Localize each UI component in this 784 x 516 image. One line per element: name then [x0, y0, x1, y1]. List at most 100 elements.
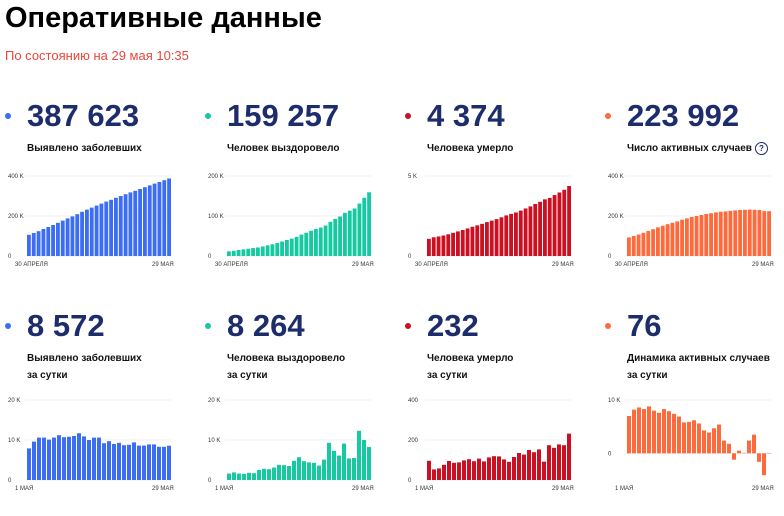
- chart-bar: [52, 437, 56, 480]
- chart-bar: [104, 201, 109, 256]
- chart-bar: [62, 437, 66, 480]
- x-end-label: 29 МАЯ: [552, 262, 574, 268]
- chart-bar: [87, 440, 91, 480]
- chart-bar: [680, 219, 684, 256]
- chart-bar: [441, 235, 446, 256]
- x-start-label: 1 МАЯ: [615, 486, 633, 492]
- chart-bar: [762, 453, 766, 476]
- stat-label-line: за сутки: [627, 370, 668, 381]
- y-tick-label: 10 K: [208, 438, 220, 444]
- x-start-label: 30 АПРЕЛЯ: [615, 262, 648, 268]
- chart-bar: [152, 183, 157, 256]
- stat-value: 232: [427, 308, 479, 343]
- chart-bar: [767, 452, 771, 454]
- chart-bar: [347, 458, 351, 480]
- chart-bar: [752, 209, 757, 256]
- chart-bar: [227, 251, 231, 256]
- chart-bar: [552, 447, 556, 480]
- x-end-label: 29 МАЯ: [752, 486, 774, 492]
- chart-bar: [41, 229, 46, 256]
- chart-bar: [314, 229, 318, 256]
- chart-bar: [522, 454, 526, 480]
- y-tick-label: 0: [8, 254, 12, 260]
- chart-bar: [692, 420, 696, 454]
- chart-bar: [672, 413, 676, 454]
- chart-bar: [436, 236, 441, 256]
- chart-bar: [456, 231, 460, 256]
- chart-bar: [162, 180, 167, 256]
- chart-bar: [482, 461, 486, 480]
- chart-bar: [656, 227, 660, 256]
- chart-bar: [31, 233, 36, 256]
- chart-bar: [77, 433, 81, 480]
- y-tick-label: 200 K: [208, 174, 224, 180]
- chart-bar: [362, 440, 366, 480]
- chart-bar: [352, 458, 356, 480]
- stat-value: 223 992: [627, 98, 740, 133]
- chart-bar: [641, 232, 646, 256]
- chart-bar: [332, 450, 336, 480]
- chart-bar: [60, 220, 65, 256]
- chart-bar: [631, 236, 636, 256]
- chart-bar: [94, 205, 99, 256]
- chart-bar: [362, 197, 367, 256]
- stat-card: 223 992 Число активных случаев? 0 200 K 400 …: [605, 96, 784, 306]
- chart-bar: [752, 434, 756, 454]
- chart-bar: [367, 192, 371, 256]
- chart-bar: [117, 442, 121, 480]
- stat-value: 4 374: [427, 98, 505, 133]
- chart-bar: [327, 442, 331, 480]
- chart-bar: [514, 212, 518, 256]
- y-tick-label: 0: [8, 478, 12, 484]
- stat-card: 8 572 Выявлено заболевших за сутки 0 10 K 20 …: [5, 306, 195, 516]
- chart-bar: [92, 437, 96, 480]
- chart-bar: [518, 210, 523, 256]
- chart-bar: [227, 473, 231, 480]
- chart-bar: [532, 452, 536, 480]
- chart-bar: [27, 448, 31, 480]
- chart-bar: [114, 197, 118, 256]
- chart-bar: [562, 445, 566, 480]
- chart-bar: [547, 445, 551, 480]
- stat-card: 4 374 Человека умерло 0 5 K 30 АПРЕЛЯ 29 МАЯ: [405, 96, 595, 306]
- chart-bar: [252, 473, 256, 480]
- stat-label: Человека умерло за сутки: [427, 350, 587, 384]
- chart-bar: [256, 247, 260, 256]
- y-tick-label: 20 K: [208, 398, 220, 404]
- chart-bar: [660, 225, 665, 256]
- y-tick-label: 400: [408, 398, 419, 404]
- chart-bar: [272, 467, 276, 480]
- chart-bar: [528, 206, 533, 256]
- chart-bar: [123, 194, 128, 256]
- chart-bar: [727, 443, 731, 454]
- stat-label-line: Число активных случаев?: [627, 140, 784, 157]
- chart-bar: [37, 437, 41, 480]
- chart-bar: [109, 199, 113, 256]
- stat-value: 159 257: [227, 98, 340, 133]
- chart-bar: [312, 462, 316, 480]
- y-tick-label: 0: [408, 478, 412, 484]
- chart-bar: [757, 453, 761, 462]
- stat-label-line: за сутки: [227, 370, 268, 381]
- chart-bar: [260, 246, 265, 256]
- chart-bar: [452, 462, 456, 480]
- chart-bar: [262, 468, 266, 480]
- chart-bar: [677, 416, 681, 454]
- chart-bar: [232, 472, 236, 480]
- stat-value: 8 264: [227, 308, 305, 343]
- stat-label: Выявлено заболевших: [27, 140, 187, 157]
- chart-bar: [537, 449, 541, 480]
- chart-bar: [132, 442, 136, 480]
- chart-bar: [342, 443, 346, 480]
- chart-bar: [747, 440, 751, 454]
- stat-label: Число активных случаев?: [627, 140, 784, 157]
- chart-bar: [507, 461, 511, 480]
- chart-bar: [657, 412, 661, 454]
- chart-bar: [304, 232, 309, 256]
- help-icon[interactable]: ?: [754, 141, 768, 155]
- chart-bar: [147, 444, 151, 480]
- stat-label: Человека умерло: [427, 140, 587, 157]
- chart-bar: [627, 237, 631, 256]
- chart-bar: [707, 432, 711, 454]
- chart-bar: [702, 430, 706, 454]
